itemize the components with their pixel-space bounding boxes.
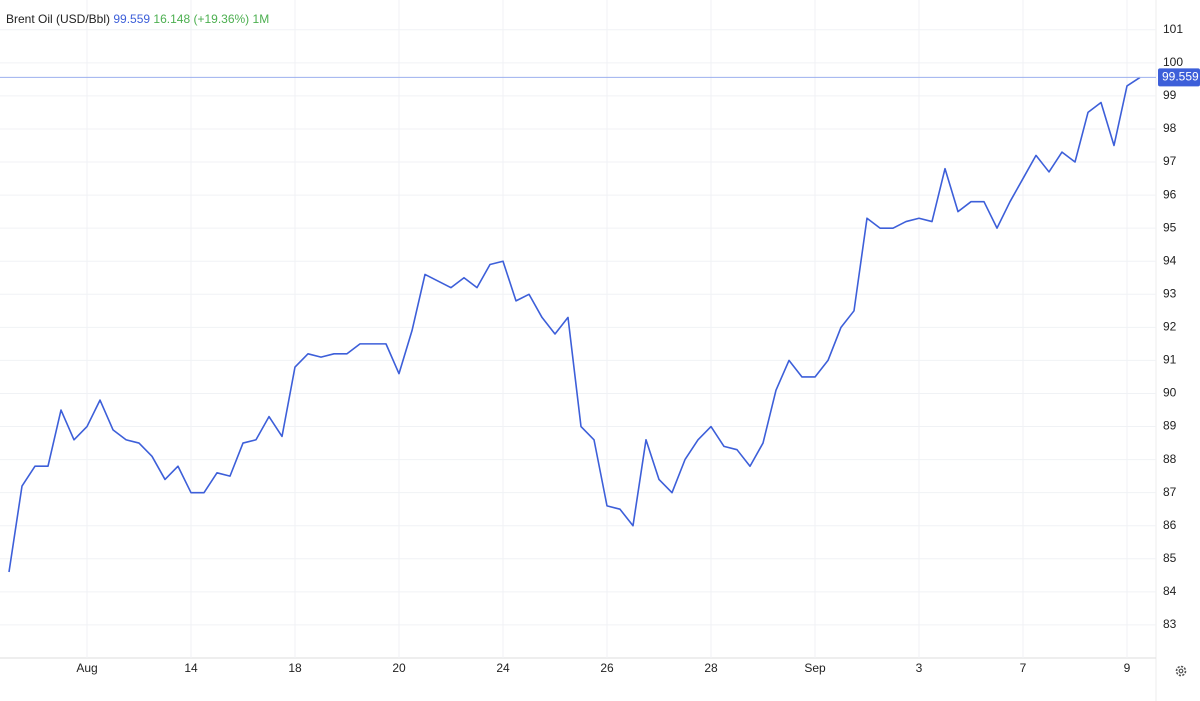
y-tick-label: 97 xyxy=(1163,154,1177,168)
y-tick-label: 96 xyxy=(1163,187,1177,201)
x-tick-label: 28 xyxy=(704,661,718,675)
y-tick-label: 86 xyxy=(1163,518,1177,532)
x-tick-label: 3 xyxy=(916,661,923,675)
y-tick-label: 91 xyxy=(1163,353,1177,367)
last-value: 99.559 xyxy=(113,12,151,26)
x-tick-label: 24 xyxy=(496,661,510,675)
y-tick-label: 89 xyxy=(1163,419,1177,433)
x-tick-label: 26 xyxy=(600,661,614,675)
last-price-badge xyxy=(1158,68,1200,87)
x-tick-label: Aug xyxy=(76,661,97,675)
y-tick-label: 99 xyxy=(1163,88,1177,102)
x-tick-label: 18 xyxy=(288,661,302,675)
x-tick-label: 20 xyxy=(392,661,406,675)
change-percent: (+19.36%) xyxy=(193,12,250,26)
legend: Brent Oil (USD/Bbl) 99.559 16.148 (+19.3… xyxy=(6,12,269,26)
series-name: Brent Oil (USD/Bbl) xyxy=(6,12,111,26)
y-tick-label: 93 xyxy=(1163,286,1177,300)
x-tick-label: Sep xyxy=(804,661,826,675)
x-tick-label: 9 xyxy=(1124,661,1131,675)
settings-icon[interactable] xyxy=(1175,665,1187,677)
price-line xyxy=(8,76,1141,573)
change: 16.148 xyxy=(153,12,191,26)
y-tick-label: 94 xyxy=(1163,253,1177,267)
y-tick-label: 83 xyxy=(1163,617,1177,631)
y-tick-label: 92 xyxy=(1163,320,1177,334)
y-tick-label: 88 xyxy=(1163,452,1177,466)
period: 1M xyxy=(252,12,270,26)
y-tick-label: 95 xyxy=(1163,220,1177,234)
last-price-label: 99.559 xyxy=(1162,70,1199,84)
y-tick-label: 85 xyxy=(1163,551,1177,565)
grid xyxy=(0,0,1156,658)
y-tick-label: 84 xyxy=(1163,584,1177,598)
y-tick-label: 101 xyxy=(1163,22,1183,36)
y-tick-label: 100 xyxy=(1163,55,1183,69)
y-tick-label: 98 xyxy=(1163,121,1177,135)
x-tick-label: 7 xyxy=(1020,661,1027,675)
x-tick-label: 14 xyxy=(184,661,198,675)
y-tick-label: 87 xyxy=(1163,485,1177,499)
y-tick-label: 90 xyxy=(1163,386,1177,400)
